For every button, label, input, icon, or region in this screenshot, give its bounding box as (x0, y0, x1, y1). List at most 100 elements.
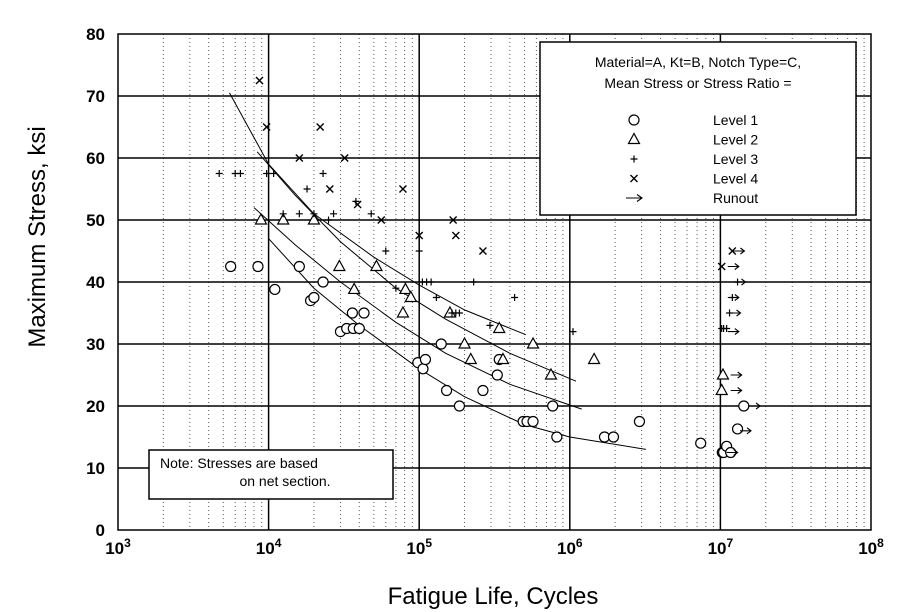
y-tick-label: 80 (86, 25, 105, 44)
data-points (215, 76, 761, 459)
level-4-marker (316, 123, 325, 131)
runout-arrow-marker (740, 427, 752, 435)
note-frame (148, 449, 394, 500)
level-2-marker (715, 383, 729, 396)
runout-arrow-marker (733, 247, 746, 255)
y-tick-label: 0 (96, 521, 105, 540)
level-3-marker (270, 170, 278, 177)
runout-arrow-marker (727, 294, 740, 301)
level-1-marker (346, 307, 358, 319)
y-tick-label: 30 (86, 335, 105, 354)
x-tick-label: 103 (105, 536, 131, 558)
level-1-marker (293, 260, 305, 273)
legend-entries: Level 1 Level 2 Level 3 Level 4 Runout (626, 112, 758, 206)
level-2-marker (587, 352, 601, 365)
legend-header-line-1: Material=A, Kt=B, Notch Type=C, (595, 54, 801, 70)
runout-arrow-marker (727, 328, 740, 336)
x-tick-label: 104 (256, 536, 282, 558)
level-3-marker (723, 325, 731, 332)
level-2-marker (443, 305, 457, 318)
y-tick-label: 20 (86, 397, 105, 416)
level-1-marker (527, 415, 539, 428)
level-4-marker (377, 216, 386, 224)
level-3-marker (630, 155, 638, 163)
y-axis-label: Maximum Stress, ksi (24, 126, 51, 347)
legend-entry-label: Level 1 (713, 112, 758, 128)
level-2-marker (332, 259, 346, 272)
x-tick-label: 105 (406, 536, 432, 558)
level-2-marker (464, 352, 478, 365)
y-tick-label: 70 (86, 87, 105, 106)
level-2-marker (526, 336, 540, 349)
level-4-marker (478, 247, 487, 255)
level-1-marker (453, 400, 466, 412)
level-3-marker (486, 321, 494, 329)
legend-entry-label: Runout (713, 190, 758, 206)
runout-arrow-marker (730, 387, 743, 394)
level-3-marker (427, 278, 435, 286)
level-1-marker (491, 369, 503, 381)
runout-arrow-marker (726, 449, 739, 456)
level-1-marker (695, 437, 707, 449)
level-1-marker (308, 291, 320, 304)
level-3-marker (392, 284, 400, 292)
level-1-marker (317, 276, 329, 288)
runout-arrow-marker (734, 278, 747, 286)
level-3-marker (215, 170, 223, 177)
level-3-marker (295, 210, 303, 218)
level-1-marker (547, 400, 559, 412)
level-1-marker (440, 384, 453, 397)
level-3-marker (367, 210, 375, 218)
level-2-marker (396, 305, 410, 318)
x-tick-labels: 103 104 105 106 107 108 (105, 536, 884, 558)
level-3-marker (455, 309, 463, 317)
note-line-1: Note: Stresses are based (160, 455, 318, 471)
runout-arrow-marker (729, 309, 742, 317)
y-tick-label: 10 (86, 459, 105, 478)
level-3-marker (415, 247, 423, 255)
level-1-marker (417, 363, 429, 375)
legend-entry-label: Level 4 (713, 171, 758, 187)
level-3-marker (310, 210, 318, 218)
runout-arrow-marker (749, 402, 761, 410)
level-3-marker (382, 247, 390, 255)
note-line-2: on net section. (239, 473, 330, 489)
level-3-marker (432, 294, 440, 301)
level-2-marker (716, 367, 730, 380)
level-1-marker (628, 114, 640, 126)
level-2-marker (276, 212, 290, 225)
level-1-marker (419, 353, 432, 366)
level-4-marker (415, 231, 424, 240)
legend: Material=A, Kt=B, Notch Type=C, Mean Str… (539, 41, 857, 216)
level-4-marker (717, 262, 726, 271)
legend-entry-label: Level 3 (713, 151, 758, 167)
level-2-marker (307, 212, 321, 225)
legend-entry-label: Level 2 (713, 132, 758, 148)
x-tick-label: 108 (858, 536, 884, 558)
level-2-marker (369, 259, 383, 272)
level-3-marker (470, 278, 478, 286)
legend-header-line-2: Mean Stress or Stress Ratio = (604, 75, 791, 91)
level-2-marker (398, 282, 412, 295)
level-1-marker (551, 431, 563, 443)
note-box: Note: Stresses are based on net section. (148, 449, 394, 500)
legend-box (539, 41, 857, 216)
level-1-marker (353, 322, 365, 335)
level-3-marker (330, 210, 338, 218)
legend-runout-symbol (626, 194, 643, 202)
x-tick-label: 107 (708, 536, 734, 558)
fit-curve (253, 207, 582, 410)
y-tick-labels: 0 10 20 30 40 50 60 70 80 (86, 25, 105, 540)
level-1-marker (269, 283, 281, 296)
level-4-marker (398, 185, 407, 193)
level-3-marker (569, 328, 577, 336)
level-2-marker (347, 282, 361, 295)
level-2-marker (458, 336, 472, 349)
level-3-marker (236, 170, 244, 177)
plot-frame (117, 33, 872, 531)
level-2-marker (254, 212, 268, 225)
fit-curve (268, 238, 646, 450)
y-tick-label: 60 (86, 149, 105, 168)
level-1-marker (633, 415, 646, 428)
level-4-marker (630, 174, 638, 183)
